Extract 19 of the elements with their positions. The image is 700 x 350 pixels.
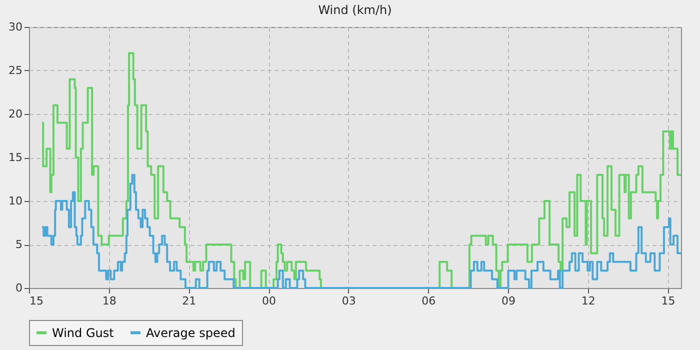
x-tick-label: 15 xyxy=(30,294,44,308)
y-tick-label: 10 xyxy=(8,194,22,208)
chart-title: Wind (km/h) xyxy=(318,3,392,17)
y-tick-label: 15 xyxy=(8,151,22,164)
y-tick-label: 20 xyxy=(8,108,22,120)
y-tick-label: 0 xyxy=(16,282,22,294)
x-tick-label: 03 xyxy=(342,294,356,308)
legend-label: Wind Gust xyxy=(52,326,114,340)
y-tick-label: 25 xyxy=(8,64,22,77)
x-tick-label: 15 xyxy=(661,294,676,308)
x-tick-label: 12 xyxy=(581,294,596,308)
y-tick-label: 30 xyxy=(8,20,22,34)
x-tick-label: 00 xyxy=(262,294,276,308)
legend-label: Average speed xyxy=(146,326,236,340)
x-tick-label: 18 xyxy=(102,294,116,308)
x-tick-label: 09 xyxy=(502,294,516,308)
x-tick-label: 21 xyxy=(182,294,196,308)
y-tick-label: 5 xyxy=(16,238,22,251)
x-tick-label: 06 xyxy=(422,294,436,308)
